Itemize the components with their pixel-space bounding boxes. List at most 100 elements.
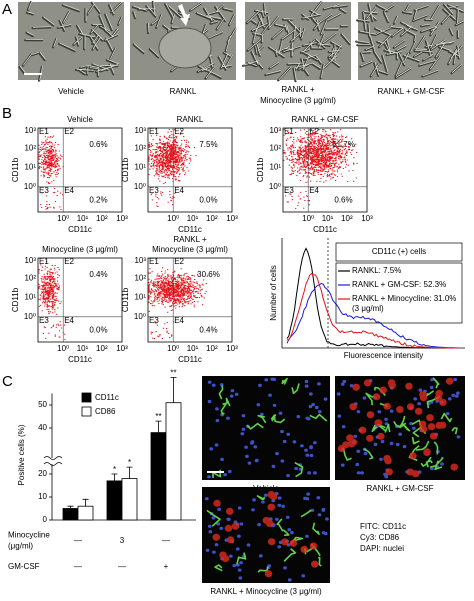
quadrant-label: E3 — [149, 186, 159, 195]
plot-title: Vehicle — [67, 115, 93, 124]
y-axis-label: CD11b — [11, 287, 20, 312]
cell-highlights — [243, 0, 351, 81]
condition-value: + — [164, 562, 169, 571]
x-tick-label: 10² — [206, 214, 218, 223]
percent: 7.5% — [199, 140, 217, 149]
bar — [165, 402, 182, 521]
x-tick-label: 10³ — [116, 214, 128, 223]
y-tick-label: 10² — [24, 273, 36, 282]
condition-value: — — [74, 562, 82, 571]
condition-value: — — [118, 562, 126, 571]
condition-value: — — [162, 536, 170, 545]
percent: 0.4% — [89, 270, 107, 279]
plot-title: Minocycline (3 μg/ml) — [42, 245, 118, 254]
error-bar — [111, 473, 118, 481]
y-axis-label: CD11b — [121, 157, 130, 182]
bar — [150, 432, 167, 521]
x-tick-label: 10² — [96, 214, 108, 223]
x-tick-label: 10¹ — [322, 214, 334, 223]
x-axis-label: CD11c — [178, 225, 202, 234]
quadrant-label: E2 — [309, 127, 319, 136]
percent: 0.0% — [89, 325, 107, 334]
x-tick-label: 10² — [341, 214, 353, 223]
error-bar — [82, 498, 89, 507]
x-tick-label: 10³ — [116, 344, 128, 353]
y-tick-label: 10³ — [134, 126, 146, 135]
plot-title: Minocycline (3 μg/ml) — [152, 245, 228, 254]
x-tick-label: 10³ — [226, 214, 238, 223]
quadrant-label: E2 — [174, 127, 184, 136]
y-axis-label: CD11b — [256, 157, 265, 182]
percent: 0.2% — [89, 195, 107, 204]
y-tick-label: 10² — [134, 273, 146, 282]
caption: RANKL + GM-CSF — [377, 87, 444, 96]
y-tick-label: 50 — [38, 400, 47, 409]
events — [38, 135, 64, 211]
panel-label: C — [2, 373, 13, 390]
stain-legend: Cy3: CD86 — [360, 533, 400, 542]
quadrant-label: E1 — [39, 127, 49, 136]
micrograph — [202, 487, 330, 583]
legend-swatch — [81, 406, 92, 417]
legend-text: RANKL + GM-CSF: 52.3% — [352, 280, 446, 289]
x-tick-label: 10¹ — [77, 344, 89, 353]
error-bar — [170, 377, 177, 403]
percent: 0.6% — [334, 195, 352, 204]
cell-highlights — [19, 0, 123, 81]
x-tick-label: 10³ — [226, 344, 238, 353]
percent: 0.6% — [89, 140, 107, 149]
x-tick-label: 10³ — [361, 214, 373, 223]
condition-value: — — [74, 536, 82, 545]
x-tick-label: 10² — [96, 344, 108, 353]
y-tick-label: 10³ — [269, 126, 281, 135]
x-tick-label: 10¹ — [77, 214, 89, 223]
quadrant-label: E3 — [39, 316, 49, 325]
condition-label: (μg/ml) — [8, 542, 33, 551]
plot-frame — [37, 257, 123, 343]
y-tick-label: 10⁰ — [24, 182, 36, 191]
nuclei — [205, 492, 329, 582]
events — [148, 129, 197, 208]
y-tick-label: 10⁰ — [269, 182, 281, 191]
caption: RANKL + Minocycline (3 μg/ml) — [210, 587, 322, 596]
legend-text: RANKL: 7.5% — [352, 266, 401, 275]
quadrant-label: E3 — [39, 186, 49, 195]
stain-legend: DAPI: nuclei — [360, 544, 404, 553]
x-tick-label: 10⁰ — [167, 344, 179, 353]
y-tick-label: 10¹ — [134, 293, 146, 302]
y-tick-label: 10¹ — [24, 163, 36, 172]
y-tick-label: 10¹ — [24, 293, 36, 302]
y-tick-label: 20 — [38, 469, 47, 478]
error-bar — [67, 505, 74, 509]
bar — [121, 478, 138, 521]
y-axis-label: CD11b — [121, 287, 130, 312]
events — [38, 260, 66, 340]
caption: RANKL — [170, 87, 197, 96]
cell-highlights — [356, 3, 464, 78]
bar — [62, 508, 79, 521]
y-tick-label: 10¹ — [269, 163, 281, 172]
quadrant-label: E4 — [309, 186, 319, 195]
bar — [106, 480, 123, 521]
caption: RANKL + — [281, 85, 315, 94]
y-tick-label: 10⁰ — [134, 182, 146, 191]
x-tick-label: 10⁰ — [167, 214, 179, 223]
y-tick-label: 0 — [43, 515, 48, 524]
plot-title: RANKL + — [173, 235, 207, 244]
histogram-curve — [286, 282, 458, 349]
plot-frame — [147, 257, 233, 343]
x-axis-label: CD11c — [68, 225, 92, 234]
quadrant-label: E1 — [149, 127, 159, 136]
histogram-curve — [287, 272, 458, 349]
y-tick-label: 10² — [134, 143, 146, 152]
y-tick-label: 10 — [38, 492, 47, 501]
cd86-stain — [212, 491, 319, 578]
quadrant-label: E4 — [174, 186, 184, 195]
caption: Vehicle — [58, 87, 84, 96]
bar — [77, 505, 94, 521]
x-axis-label: CD11c — [313, 225, 337, 234]
quadrant-label: E1 — [284, 127, 294, 136]
x-tick-label: 10¹ — [187, 344, 199, 353]
condition-label: GM-CSF — [8, 562, 40, 571]
